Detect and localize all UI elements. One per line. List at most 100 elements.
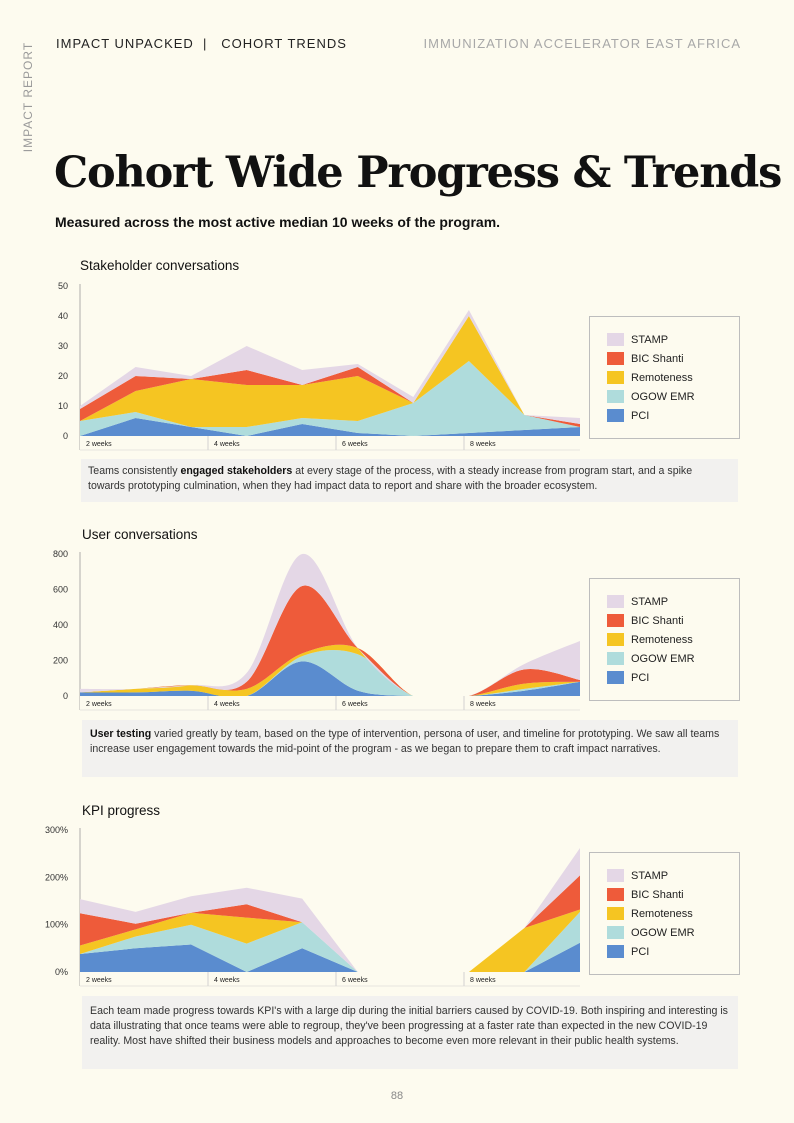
- y-tick-label: 0: [63, 431, 68, 441]
- legend-swatch: [607, 614, 624, 627]
- legend-label: OGOW EMR: [631, 926, 695, 939]
- note-post: at every stage of the process, with a st…: [88, 465, 693, 492]
- legend-swatch: [607, 926, 624, 939]
- kpi-chart: 0% 100% 200% 300% 2 weeks 4 weeks 6 weeks 8 wee…: [45, 825, 580, 987]
- legend-item: PCI: [607, 942, 695, 961]
- x-tick-label: 2 weeks: [86, 977, 112, 984]
- legend-label: STAMP: [631, 869, 669, 882]
- x-axis-strip: [80, 972, 580, 986]
- legend-label: STAMP: [631, 595, 669, 608]
- legend-item: OGOW EMR: [607, 649, 695, 668]
- area-stamp: [80, 848, 580, 972]
- page-subtitle: Measured across the most active median 1…: [55, 214, 501, 230]
- legend-swatch: [607, 371, 624, 384]
- legend-swatch: [607, 390, 624, 403]
- header-program-name: IMMUNIZATION ACCELERATOR EAST AFRICA: [423, 36, 741, 51]
- area-pci: [80, 661, 580, 698]
- area-remoteness: [80, 316, 580, 427]
- legend-label: STAMP: [631, 333, 669, 346]
- x-tick-label: 6 weeks: [342, 977, 368, 984]
- header-section-title: IMPACT UNPACKED | COHORT TRENDS: [56, 36, 347, 51]
- user-legend: STAMP BIC Shanti Remoteness OGOW EMR PCI: [589, 578, 740, 701]
- legend-item: Remoteness: [607, 630, 695, 649]
- y-tick-label: 0: [63, 691, 68, 701]
- stakeholder-chart: 0 10 20 30 40 50 2 weeks 4 weeks 6 weeks 8 weeks: [58, 281, 580, 451]
- legend-item: BIC Shanti: [607, 611, 695, 630]
- area-stamp: [80, 310, 580, 424]
- legend-label: PCI: [631, 945, 650, 958]
- legend-label: BIC Shanti: [631, 888, 684, 901]
- x-tick-label: 2 weeks: [86, 701, 112, 708]
- legend-label: Remoteness: [631, 907, 693, 920]
- legend-label: Remoteness: [631, 371, 693, 384]
- x-tick-label: 8 weeks: [470, 441, 496, 448]
- note-pre: Each team made progress towards KPI's wi…: [90, 1005, 728, 1047]
- x-tick-label: 8 weeks: [470, 701, 496, 708]
- legend-label: BIC Shanti: [631, 352, 684, 365]
- area-ogow-emr: [80, 911, 580, 972]
- user-note: User testing varied greatly by team, bas…: [82, 720, 738, 777]
- legend-swatch: [607, 671, 624, 684]
- legend-item: OGOW EMR: [607, 923, 695, 942]
- legend-label: OGOW EMR: [631, 652, 695, 665]
- y-tick-label: 800: [53, 549, 68, 559]
- kpi-legend: STAMP BIC Shanti Remoteness OGOW EMR PCI: [589, 852, 740, 975]
- chart-title-kpi: KPI progress: [82, 803, 161, 818]
- user-chart: 0 200 400 600 800 2 weeks 4 weeks 6 weeks 8 week…: [53, 549, 580, 711]
- page-number: 88: [390, 1090, 404, 1102]
- x-tick-label: 6 weeks: [342, 701, 368, 708]
- y-tick-label: 300%: [45, 825, 68, 835]
- legend-swatch: [607, 352, 624, 365]
- stakeholder-legend: STAMP BIC Shanti Remoteness OGOW EMR PCI: [589, 316, 740, 439]
- legend-swatch: [607, 652, 624, 665]
- legend-item: BIC Shanti: [607, 349, 695, 368]
- x-tick-label: 4 weeks: [214, 977, 240, 984]
- x-tick-label: 4 weeks: [214, 701, 240, 708]
- note-bold: User testing: [90, 728, 152, 740]
- area-bic-shanti: [80, 585, 580, 701]
- legend-swatch: [607, 907, 624, 920]
- x-tick-label: 4 weeks: [214, 441, 240, 448]
- note-post: varied greatly by team, based on the typ…: [90, 728, 720, 755]
- y-tick-label: 200%: [45, 872, 68, 882]
- area-ogow-emr: [80, 361, 580, 436]
- legend-label: PCI: [631, 671, 650, 684]
- area-ogow-emr: [80, 649, 580, 700]
- legend-item: Remoteness: [607, 368, 695, 387]
- legend-item: STAMP: [607, 592, 695, 611]
- area-pci: [80, 942, 580, 972]
- x-tick-label: 2 weeks: [86, 441, 112, 448]
- y-tick-label: 30: [58, 341, 68, 351]
- area-remoteness: [80, 909, 580, 972]
- kpi-note: Each team made progress towards KPI's wi…: [82, 996, 738, 1069]
- legend-swatch: [607, 333, 624, 346]
- chart-title-user: User conversations: [82, 527, 198, 542]
- y-tick-label: 400: [53, 620, 68, 630]
- x-axis-strip: [80, 696, 580, 710]
- legend-swatch: [607, 945, 624, 958]
- legend-label: OGOW EMR: [631, 390, 695, 403]
- page-title: Cohort Wide Progress & Trends: [54, 148, 782, 198]
- stakeholder-note: Teams consistently engaged stakeholders …: [81, 459, 738, 502]
- chart-title-stakeholder: Stakeholder conversations: [80, 258, 240, 273]
- y-tick-label: 0%: [55, 967, 68, 977]
- y-tick-label: 40: [58, 311, 68, 321]
- y-tick-label: 600: [53, 585, 68, 595]
- y-tick-label: 10: [58, 401, 68, 411]
- legend-item: Remoteness: [607, 904, 695, 923]
- x-tick-label: 6 weeks: [342, 441, 368, 448]
- sidebar-label: IMPACT REPORT: [18, 40, 38, 160]
- legend-swatch: [607, 888, 624, 901]
- legend-item: PCI: [607, 668, 695, 687]
- legend-swatch: [607, 409, 624, 422]
- legend-item: STAMP: [607, 330, 695, 349]
- sidebar-label-text: IMPACT REPORT: [21, 41, 35, 153]
- legend-label: Remoteness: [631, 633, 693, 646]
- y-tick-label: 200: [53, 656, 68, 666]
- x-tick-label: 8 weeks: [470, 977, 496, 984]
- note-pre: Teams consistently: [88, 465, 181, 477]
- note-bold: engaged stakeholders: [180, 465, 293, 477]
- legend-item: BIC Shanti: [607, 885, 695, 904]
- legend-label: PCI: [631, 409, 650, 422]
- legend-item: STAMP: [607, 866, 695, 885]
